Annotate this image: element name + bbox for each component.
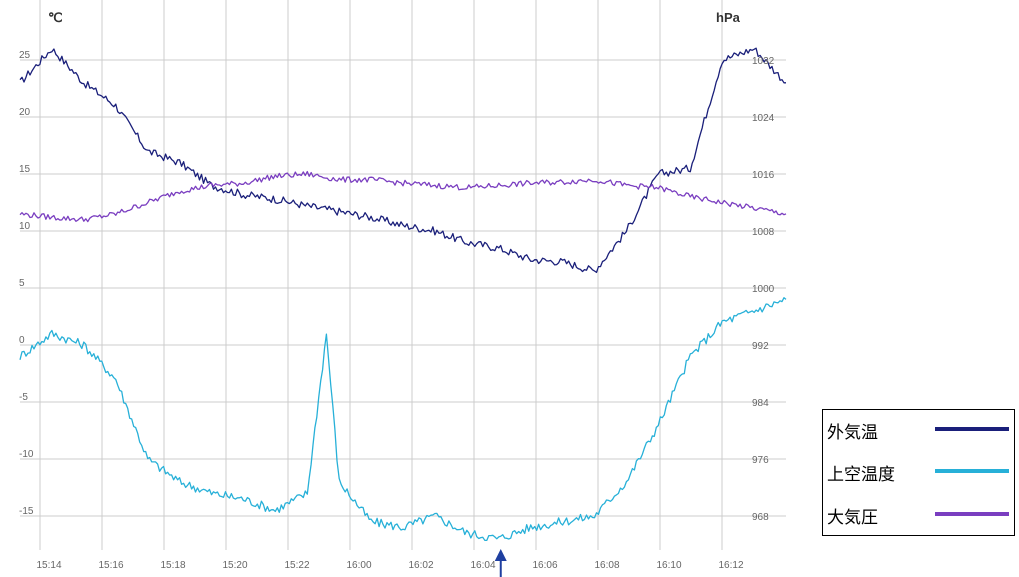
y-left-tick-label: 25	[19, 50, 31, 61]
x-tick-label: 15:18	[160, 560, 185, 571]
y-left-tick-label: 0	[19, 335, 25, 346]
legend-label: 上空温度	[827, 465, 895, 485]
x-tick-label: 16:10	[656, 560, 681, 571]
legend-label: 外気温	[827, 423, 878, 443]
x-tick-label: 16:08	[594, 560, 619, 571]
grid-lines	[20, 0, 786, 550]
y-right-tick-label: 992	[752, 341, 769, 352]
y-right-tick-label: 1016	[752, 170, 775, 181]
y-left-tick-label: 15	[19, 164, 31, 175]
y-right-tick-label: 976	[752, 455, 769, 466]
legend-swatch	[935, 427, 1009, 431]
x-tick-label: 16:12	[718, 560, 743, 571]
y-left-tick-label: 20	[19, 107, 31, 118]
x-tick-label: 15:22	[284, 560, 309, 571]
y-left-tick-label: -15	[19, 506, 34, 517]
legend-swatch	[935, 512, 1009, 516]
series-layer	[19, 47, 787, 542]
right-axis-unit: hPa	[716, 10, 741, 25]
y-right-tick-label: 968	[752, 512, 769, 523]
x-tick-label: 16:06	[532, 560, 557, 571]
x-tick-label: 16:04	[470, 560, 495, 571]
axis-labels: 15:14 15:16 15:18 15:20 15:22 16:00 16:02 16:04…	[19, 50, 775, 571]
y-right-tick-label: 1024	[752, 113, 775, 124]
y-right-tick-label: 984	[752, 398, 769, 409]
y-right-tick-label: 1000	[752, 284, 775, 295]
legend-label: 大気圧	[827, 508, 878, 528]
series-line	[19, 47, 786, 274]
y-right-tick-label: 1032	[752, 56, 775, 67]
x-tick-label: 15:16	[98, 560, 123, 571]
line-chart: 15:14 15:16 15:18 15:20 15:22 16:00 16:02 16:04…	[19, 0, 787, 577]
arrow-head	[494, 549, 507, 561]
x-tick-label: 16:02	[408, 560, 433, 571]
left-axis-unit: ℃	[48, 10, 63, 25]
marker-arrow	[494, 549, 507, 577]
x-tick-label: 15:20	[222, 560, 247, 571]
y-left-tick-label: 10	[19, 221, 31, 232]
y-left-tick-label: 5	[19, 278, 25, 289]
series-line	[19, 170, 787, 223]
legend: 外気温 上空温度 大気圧	[822, 409, 1015, 536]
legend-item-upper-air-temp: 上空温度	[827, 458, 1012, 485]
y-left-tick-label: -5	[19, 392, 28, 403]
x-tick-label: 15:14	[36, 560, 61, 571]
x-tick-label: 16:00	[346, 560, 371, 571]
series-line	[19, 297, 787, 542]
legend-swatch	[935, 469, 1009, 473]
y-right-tick-label: 1008	[752, 227, 775, 238]
legend-item-outside-temp: 外気温	[827, 416, 1012, 443]
y-left-tick-label: -10	[19, 449, 34, 460]
legend-item-pressure: 大気圧	[827, 501, 1012, 528]
